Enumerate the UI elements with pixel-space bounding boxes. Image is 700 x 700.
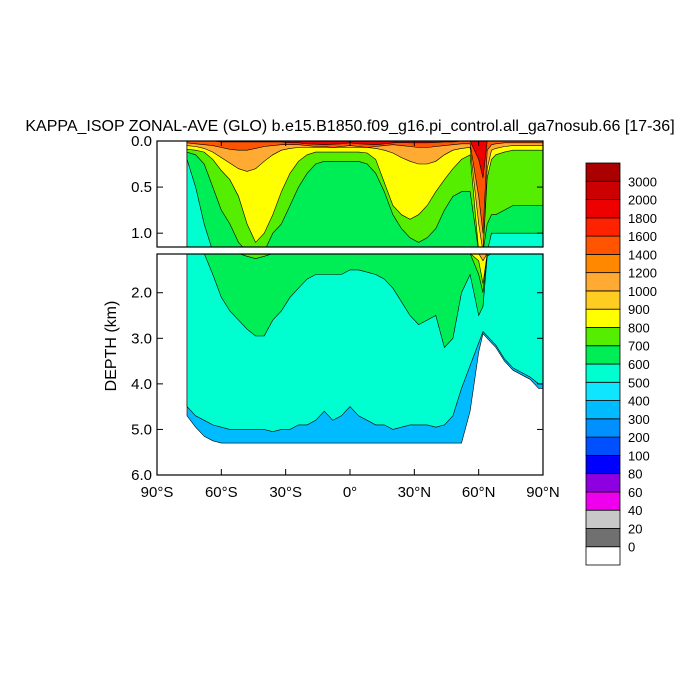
colorbar-swatch xyxy=(585,473,621,493)
colorbar-label: 200 xyxy=(628,430,650,445)
colorbar-label: 1000 xyxy=(628,284,657,299)
colorbar-swatch xyxy=(585,436,621,456)
y-tick-label: 4.0 xyxy=(131,376,152,393)
colorbar-swatch xyxy=(585,454,621,475)
y-tick-label: 6.0 xyxy=(131,467,152,484)
band-800-900 xyxy=(186,141,543,247)
colorbar-label: 1200 xyxy=(628,266,657,281)
colorbar-label: 60 xyxy=(628,485,642,500)
colorbar-label: 500 xyxy=(628,375,650,390)
y-tick-label: 2.0 xyxy=(131,285,152,302)
colorbar-swatch xyxy=(585,308,621,328)
colorbar-swatch xyxy=(585,528,621,548)
colorbar-swatch xyxy=(585,235,621,255)
band-700-800 xyxy=(239,254,488,293)
colorbar-label: 100 xyxy=(628,448,650,463)
colorbar-label: 800 xyxy=(628,320,650,335)
x-tick-label: 30°N xyxy=(398,484,432,501)
band-2000-3000 xyxy=(186,141,543,178)
x-tick-label: 90°N xyxy=(526,484,560,501)
colorbar-label: 700 xyxy=(628,339,650,354)
colorbar-swatch xyxy=(585,272,621,292)
colorbar-label: 3000 xyxy=(628,174,657,189)
colorbar-swatch xyxy=(585,345,621,365)
colorbar-label: 1400 xyxy=(628,247,657,262)
colorbar-label: 1800 xyxy=(628,211,657,226)
colorbar-swatch xyxy=(585,162,621,182)
colorbar-label: 400 xyxy=(628,394,650,409)
colorbar: 0 20 40 60 80 100 200 300 400 500 600 700 800 900 1000… xyxy=(585,162,657,566)
colorbar-swatch xyxy=(585,491,621,511)
x-tick-label: 60°N xyxy=(462,484,496,501)
colorbar-label: 1600 xyxy=(628,229,657,244)
y-tick-label: 1.0 xyxy=(131,225,152,242)
band-2000-3000 xyxy=(187,252,543,254)
colorbar-swatch xyxy=(585,363,621,383)
y-tick-label: 0.5 xyxy=(131,179,152,196)
y-tick-label: 5.0 xyxy=(131,421,152,438)
colorbar-label: 900 xyxy=(628,302,650,317)
colorbar-label: 300 xyxy=(628,412,650,427)
band-800-900 xyxy=(470,254,488,284)
colorbar-label: 80 xyxy=(628,467,642,482)
lower-panel-fill xyxy=(186,252,543,444)
band-1000-1200 xyxy=(478,254,488,262)
colorbar-swatch xyxy=(585,199,621,219)
band-1000-1200 xyxy=(186,141,543,247)
y-axis-label: DEPTH (km) xyxy=(103,301,120,392)
band-600-700 xyxy=(204,254,492,348)
colorbar-swatch xyxy=(585,381,621,401)
x-tick-label: 0° xyxy=(343,484,357,501)
x-tick-label: 30°S xyxy=(269,484,302,501)
colorbar-swatch xyxy=(585,290,621,310)
y-tick-label: 0.0 xyxy=(131,133,152,150)
colorbar-swatch xyxy=(585,327,621,347)
axes: 90°S 60°S 30°S 0° 30°N 60°N 90°N 0.0 0.5 1.0 2.0 3.… xyxy=(131,133,560,501)
colorbar-swatch xyxy=(585,400,621,420)
x-tick-label: 60°S xyxy=(205,484,238,501)
colorbar-label: 20 xyxy=(628,521,642,536)
chart-title: KAPPA_ISOP ZONAL-AVE (GLO) b.e15.B1850.f… xyxy=(25,118,674,135)
band-1400-1600 xyxy=(186,141,543,234)
colorbar-swatch xyxy=(585,418,621,438)
colorbar-swatch xyxy=(585,180,621,200)
colorbar-swatch xyxy=(585,546,621,566)
colorbar-swatch xyxy=(585,217,621,237)
y-tick-label: 3.0 xyxy=(131,330,152,347)
colorbar-swatch xyxy=(585,253,621,274)
band-1400-1600 xyxy=(187,252,543,254)
colorbar-swatch xyxy=(585,509,621,529)
x-tick-label: 90°S xyxy=(141,484,174,501)
upper-panel-fill xyxy=(186,141,543,247)
colorbar-label: 600 xyxy=(628,357,650,372)
colorbar-label: 0 xyxy=(628,540,635,555)
colorbar-label: 40 xyxy=(628,503,642,518)
colorbar-label: 2000 xyxy=(628,193,657,208)
